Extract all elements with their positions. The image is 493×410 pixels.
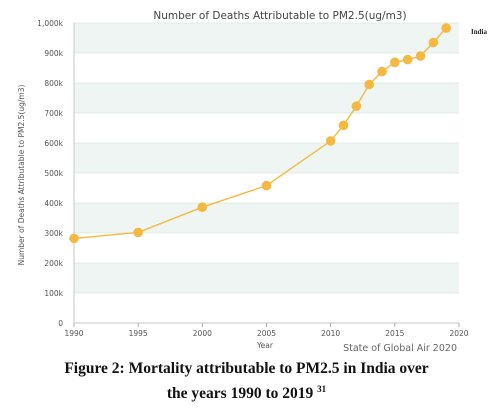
x-tick-label: 2015 [385, 329, 404, 338]
data-point [402, 54, 413, 65]
y-tick-label: 300k [44, 229, 63, 238]
data-point [377, 66, 387, 77]
y-tick-label: 800k [44, 79, 63, 88]
data-point [364, 79, 374, 90]
x-tick-label: 2020 [449, 329, 468, 338]
y-tick-label: 1,000k [37, 19, 63, 28]
grid-band [74, 23, 459, 53]
grid-band [74, 83, 459, 113]
grid-band [74, 263, 459, 293]
x-tick-label: 1990 [64, 329, 83, 338]
data-point [261, 180, 272, 191]
source-label: State of Global Air 2020 [343, 343, 457, 354]
x-tick-label: 2010 [321, 329, 340, 338]
x-tick-label: 1995 [129, 329, 148, 338]
x-axis-ticks: 1990 1995 2000 2005 2010 2015 2020 [64, 323, 469, 338]
figure-caption: Figure 2: Mortality attributable to PM2.… [0, 359, 493, 404]
data-point [133, 227, 143, 238]
x-tick-label: 2005 [257, 329, 276, 338]
y-tick-label: 400k [44, 199, 63, 208]
caption-reference: 31 [317, 384, 327, 394]
data-point [338, 120, 349, 131]
x-tick-label: 2000 [193, 329, 212, 338]
data-point [390, 57, 400, 68]
legend-india: India [471, 28, 487, 36]
x-axis-title: Year [256, 341, 274, 350]
caption-line-2: the years 1990 to 2019 [166, 385, 314, 403]
data-point [325, 136, 336, 146]
y-tick-label: 500k [44, 169, 63, 178]
data-point [69, 233, 79, 244]
data-point [351, 101, 362, 111]
y-tick-label: 700k [44, 109, 63, 118]
y-tick-label: 600k [44, 139, 63, 148]
caption-line-2-wrap: the years 1990 to 2019 31 [0, 379, 493, 404]
data-points [69, 23, 451, 244]
caption-line-1: Figure 2: Mortality attributable to PM2.… [64, 360, 429, 377]
chart-title: Number of Deaths Attributable to PM2.5(u… [153, 10, 406, 22]
y-tick-label: 200k [44, 259, 63, 268]
data-point [197, 202, 208, 212]
grid-band [74, 143, 459, 173]
y-tick-label: 100k [44, 289, 63, 298]
grid-band [74, 203, 459, 233]
y-tick-label: 900k [44, 49, 63, 58]
data-point [415, 51, 426, 61]
data-point [428, 37, 439, 48]
y-tick-label: 0 [58, 319, 63, 328]
y-axis-ticks: 0 100k 200k 300k 400k 500k 600k 700k 800k 900k 1,0… [37, 19, 63, 328]
grid-bands [74, 23, 459, 293]
data-point [441, 23, 451, 33]
line-chart: 0 100k 200k 300k 400k 500k 600k 700k 800k 900k 1,0… [17, 10, 487, 354]
y-axis-title: Number of Deaths Attributable to PM2.5(u… [17, 85, 26, 266]
